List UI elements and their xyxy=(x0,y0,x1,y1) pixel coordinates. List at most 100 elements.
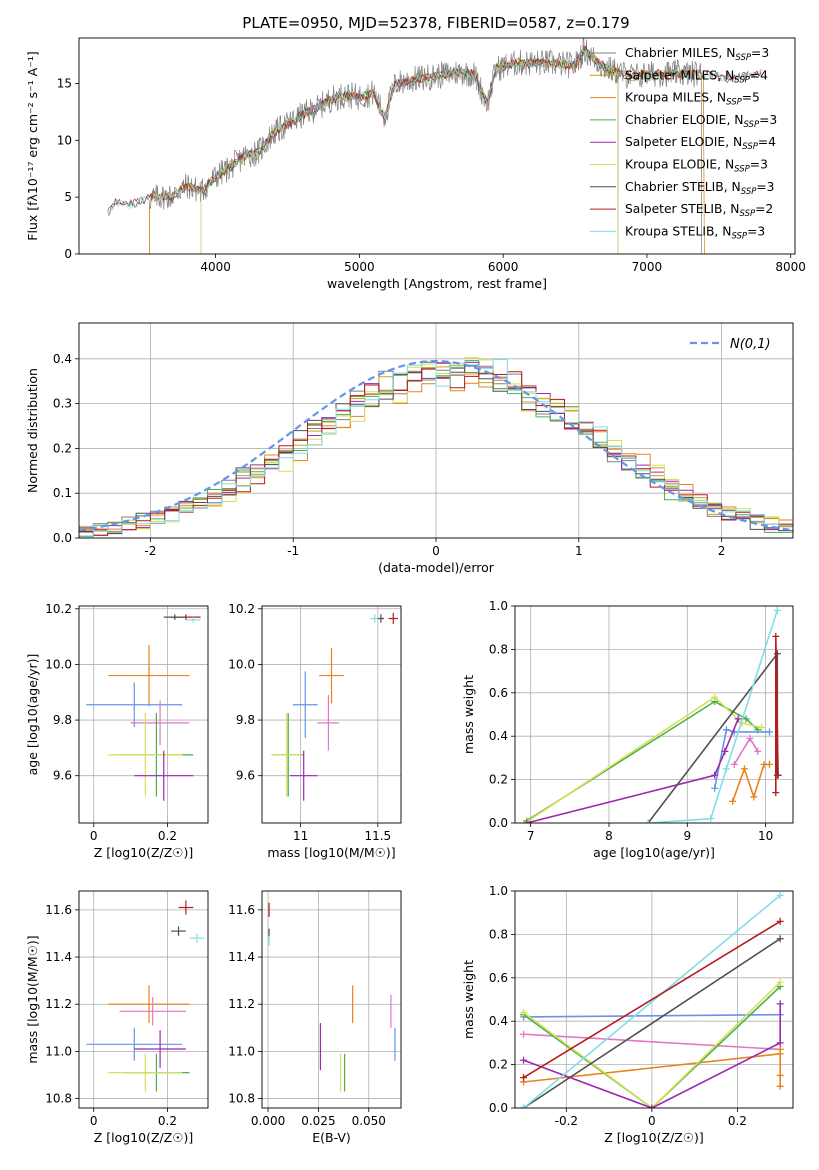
weight-series xyxy=(713,728,770,789)
y-tick-label: 11.0 xyxy=(228,1044,255,1058)
legend-entry: Salpeter ELODIE, NSSP=4 xyxy=(625,135,776,152)
weight-point xyxy=(776,1071,784,1079)
y-tick-label: 10.0 xyxy=(228,657,255,671)
y-tick-label: 0.6 xyxy=(489,971,508,985)
spectrum-series xyxy=(107,45,762,217)
weight-point xyxy=(648,1104,656,1108)
weight-series xyxy=(647,651,779,823)
legend-entry: Kroupa STELIB, NSSP=3 xyxy=(625,224,765,241)
y-tick-label: 10.0 xyxy=(45,657,72,671)
y-tick-label: 10.8 xyxy=(228,1092,255,1106)
y-tick-label: 15 xyxy=(57,76,72,90)
x-tick-label: 0.2 xyxy=(728,1114,747,1128)
spectrum-series xyxy=(107,48,762,215)
normal-curve xyxy=(79,359,793,532)
x-axis-label: age [log10(age/yr)] xyxy=(593,845,715,860)
weight-point xyxy=(772,632,780,640)
y-axis-label: mass weight xyxy=(461,960,476,1039)
weight-series xyxy=(648,610,779,823)
x-axis-label: wavelength [Angstrom, rest frame] xyxy=(327,276,547,291)
weight-point xyxy=(776,935,784,943)
legend-entry: Chabrier ELODIE, NSSP=3 xyxy=(625,113,777,130)
weight-point xyxy=(742,715,750,723)
weight-point xyxy=(766,728,774,736)
axes-frame xyxy=(261,605,402,824)
figure-title: PLATE=0950, MJD=52378, FIBERID=0587, z=0… xyxy=(242,14,629,32)
x-tick-label: 0.000 xyxy=(251,1114,285,1128)
weight-point xyxy=(644,819,652,823)
y-tick-label: 0.6 xyxy=(489,686,508,700)
y-tick-label: 11.6 xyxy=(228,903,255,917)
plot-area xyxy=(523,606,782,823)
weight-point xyxy=(776,1082,784,1090)
weight-point xyxy=(520,1009,528,1017)
y-tick-label: 9.8 xyxy=(53,713,72,727)
x-tick-label: 7000 xyxy=(632,260,663,274)
grid xyxy=(262,891,401,1108)
legend-entry: Kroupa ELODIE, NSSP=3 xyxy=(625,158,768,175)
x-tick-label: -0.2 xyxy=(555,1114,578,1128)
grid xyxy=(79,891,208,1108)
panel-weight-vs-age: 7 8 9 10 0.0 0.2 0.4 0.6 0.8 1.0 age [log10(age/yr… xyxy=(461,599,794,860)
weight-series xyxy=(523,985,781,1108)
x-axis-label: Z [log10(Z/Z☉)] xyxy=(94,1130,194,1145)
weight-point xyxy=(721,747,729,755)
weight-point xyxy=(776,891,784,899)
x-tick-label: 7 xyxy=(527,829,535,843)
y-tick-label: 0.8 xyxy=(489,642,508,656)
weight-series xyxy=(731,763,770,802)
axes-frame xyxy=(78,322,794,539)
y-tick-label: 11.6 xyxy=(45,903,72,917)
y-tick-label: 0.2 xyxy=(53,441,72,455)
x-tick-label: 0.2 xyxy=(158,829,177,843)
y-tick-label: 11.2 xyxy=(228,997,255,1011)
weight-point xyxy=(722,765,730,773)
weight-point xyxy=(776,917,784,925)
y-tick-label: 0.2 xyxy=(489,773,508,787)
weight-series xyxy=(523,1049,781,1087)
y-tick-label: 0.2 xyxy=(489,1058,508,1072)
panel-spectrum: 4000 5000 6000 7000 8000 0 5 10 15 wavelength [An… xyxy=(25,37,806,291)
x-tick-label: 8000 xyxy=(775,260,806,274)
x-tick-label: 0 xyxy=(90,1114,98,1128)
x-tick-label: 0 xyxy=(432,544,440,558)
x-axis-label: Z [log10(Z/Z☉)] xyxy=(94,845,194,860)
weight-point xyxy=(523,819,531,823)
panel-residuals: -2 -1 0 1 2 0.0 0.1 0.2 0.3 0.4 (data-model)/error… xyxy=(25,322,794,575)
x-tick-label: 0 xyxy=(90,829,98,843)
y-tick-label: 11.0 xyxy=(45,1044,72,1058)
legend-entry: Chabrier MILES, NSSP=3 xyxy=(625,46,769,63)
weight-point xyxy=(754,747,762,755)
legend-entry: Salpeter STELIB, NSSP=2 xyxy=(625,202,773,219)
x-tick-label: 2 xyxy=(718,544,726,558)
plot-area xyxy=(268,902,396,1092)
weight-point xyxy=(520,1056,528,1064)
panel-mass-vs-Z: 0 0.2 10.8 11.0 11.2 11.4 11.6 Z [log10(Z/Z☉)] m… xyxy=(25,890,209,1145)
x-tick-label: 9 xyxy=(683,829,691,843)
x-tick-label: -2 xyxy=(144,544,156,558)
y-tick-label: 11.4 xyxy=(228,950,255,964)
weight-series xyxy=(526,718,739,823)
x-tick-label: 0.025 xyxy=(301,1114,335,1128)
axes-frame xyxy=(78,605,209,824)
weight-point xyxy=(707,815,715,823)
weight-point xyxy=(776,978,784,986)
weight-point xyxy=(746,734,754,742)
plot-area xyxy=(520,891,784,1108)
x-tick-label: 6000 xyxy=(488,260,519,274)
plot-area xyxy=(271,612,398,801)
weight-point xyxy=(750,793,758,801)
y-tick-label: 0.0 xyxy=(53,531,72,545)
plot-area xyxy=(86,614,201,801)
spectrum-series xyxy=(149,45,705,254)
x-tick-label: -1 xyxy=(287,544,299,558)
y-axis-label: Normed distribution xyxy=(25,368,40,493)
plot-area xyxy=(107,38,762,254)
y-tick-label: 0.4 xyxy=(489,1014,508,1028)
x-axis-label: mass [log10(M/M☉)] xyxy=(267,845,395,860)
x-tick-label: 10 xyxy=(758,829,773,843)
y-axis-label: Flux [fλ10⁻¹⁷ erg cm⁻² s⁻¹ A⁻¹] xyxy=(25,51,40,240)
y-tick-label: 0 xyxy=(64,247,72,261)
y-tick-label: 10 xyxy=(57,133,72,147)
